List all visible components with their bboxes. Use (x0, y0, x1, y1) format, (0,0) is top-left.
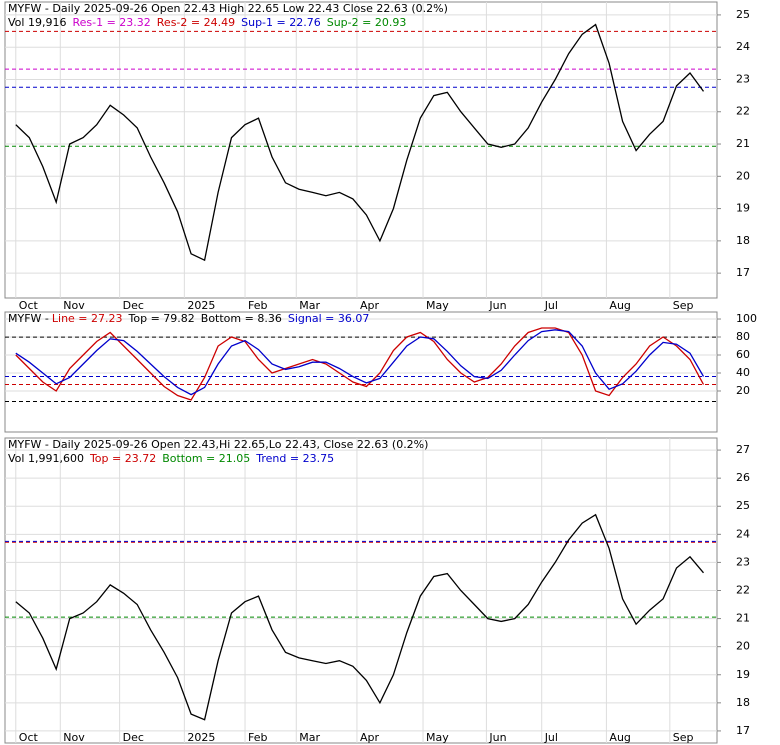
legend-entry: Line = 27.23 (52, 312, 123, 325)
x-tick-label: May (426, 731, 449, 744)
x-tick-label: Nov (63, 299, 85, 312)
panel-title: MYFW - Daily 2025-09-26 Open 22.43,Hi 22… (8, 438, 428, 451)
y-tick-label: 80 (736, 330, 750, 343)
y-tick-label: 21 (736, 137, 750, 150)
x-tick-label: Apr (360, 299, 380, 312)
panel-frame (4, 311, 718, 433)
legend-entry: Top = 23.72 (89, 452, 156, 465)
x-tick-label: Apr (360, 731, 380, 744)
y-tick-label: 18 (736, 696, 750, 709)
x-tick-label: Feb (248, 731, 267, 744)
x-tick-label: Oct (19, 731, 39, 744)
y-tick-label: 27 (736, 443, 750, 456)
x-tick-label: Dec (123, 299, 144, 312)
y-tick-label: 17 (736, 266, 750, 279)
y-tick-label: 22 (736, 584, 750, 597)
legend-entry: Trend = 23.75 (255, 452, 334, 465)
y-tick-label: 26 (736, 471, 750, 484)
x-tick-label: Nov (63, 731, 85, 744)
y-tick-label: 17 (736, 724, 750, 737)
y-tick-label: 40 (736, 366, 750, 379)
x-tick-label: Sep (673, 731, 694, 744)
y-tick-label: 25 (736, 499, 750, 512)
y-tick-label: 24 (736, 527, 750, 540)
x-tick-label: May (426, 299, 449, 312)
legend-entry: Res-2 = 24.49 (157, 16, 235, 29)
y-tick-label: 21 (736, 612, 750, 625)
x-tick-label: Jul (544, 299, 558, 312)
legend-entry: Top = 79.82 (128, 312, 195, 325)
panel-title: MYFW - Daily 2025-09-26 Open 22.43 High … (8, 2, 448, 15)
legend-entry: Sup-2 = 20.93 (327, 16, 407, 29)
y-tick-label: 100 (736, 312, 757, 325)
x-tick-label: 2025 (187, 299, 215, 312)
y-tick-label: 23 (736, 72, 750, 85)
legend-entry: Vol 19,916 (8, 16, 66, 29)
y-tick-label: 23 (736, 555, 750, 568)
y-tick-label: 20 (736, 640, 750, 653)
x-tick-label: Mar (299, 299, 320, 312)
x-tick-label: Jun (488, 731, 506, 744)
series-line (15, 329, 705, 396)
legend-entry: Bottom = 21.05 (162, 452, 250, 465)
x-tick-label: Mar (299, 731, 320, 744)
y-tick-label: 22 (736, 105, 750, 118)
panel-frame (4, 1, 718, 299)
legend-entry: Vol 1,991,600 (8, 452, 84, 465)
y-tick-label: 25 (736, 8, 750, 21)
series-line (15, 513, 704, 721)
legend-entry: Signal = 36.07 (288, 312, 370, 325)
y-tick-label: 60 (736, 348, 750, 361)
x-tick-label: Aug (609, 299, 630, 312)
series-line (15, 23, 705, 262)
x-tick-label: Jul (544, 731, 558, 744)
x-tick-label: Feb (248, 299, 267, 312)
legend-entry: Sup-1 = 22.76 (241, 16, 321, 29)
x-tick-label: Jun (488, 299, 506, 312)
y-tick-label: 20 (736, 384, 750, 397)
y-tick-label: 19 (736, 202, 750, 215)
x-tick-label: Aug (609, 731, 630, 744)
y-tick-label: 19 (736, 668, 750, 681)
y-tick-label: 24 (736, 40, 750, 53)
series-line (15, 327, 705, 401)
x-tick-label: 2025 (187, 731, 215, 744)
x-tick-label: Oct (19, 299, 39, 312)
legend-entry: Res-1 = 23.32 (72, 16, 150, 29)
y-tick-label: 20 (736, 169, 750, 182)
x-tick-label: Sep (673, 299, 694, 312)
x-tick-label: Dec (123, 731, 144, 744)
panel-title: MYFW - (8, 312, 49, 325)
legend-entry: Bottom = 8.36 (201, 312, 282, 325)
y-tick-label: 18 (736, 234, 750, 247)
